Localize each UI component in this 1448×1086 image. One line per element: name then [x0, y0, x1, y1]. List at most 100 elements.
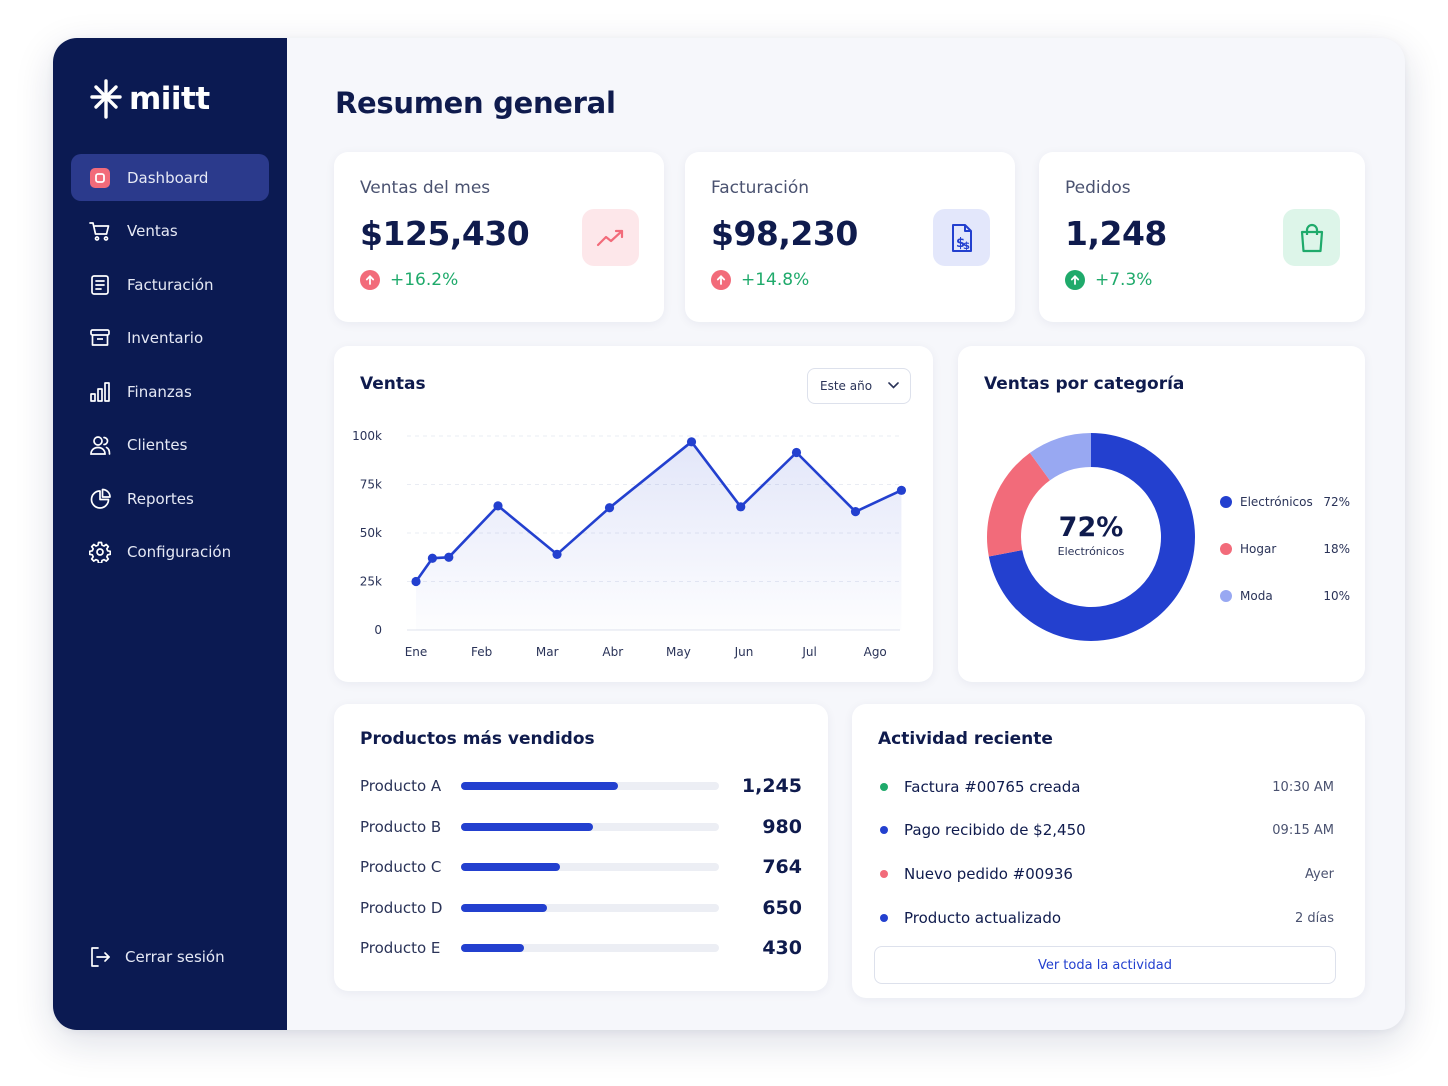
sidebar-item-label: Facturación	[127, 275, 214, 294]
activity-time: Ayer	[1304, 866, 1334, 882]
activity-title: Actividad reciente	[878, 729, 1053, 749]
product-progress-track	[461, 782, 719, 790]
kpi-value: 1,248	[1065, 214, 1167, 253]
brand-logo[interactable]: miitt	[89, 78, 210, 120]
data-point	[444, 552, 454, 562]
invoice-icon	[89, 274, 111, 296]
category-chart-card: Ventas por categoría 72% Electrónicos El…	[958, 346, 1365, 682]
sidebar-item-clientes[interactable]: Clientes	[71, 422, 269, 469]
product-row: Producto B 980	[360, 815, 802, 839]
bar-chart-icon	[89, 381, 111, 403]
product-row: Producto A 1,245	[360, 774, 802, 798]
x-tick-label: Jul	[801, 645, 816, 659]
logout-button[interactable]: Cerrar sesión	[89, 946, 225, 968]
sidebar-item-facturacion[interactable]: Facturación	[71, 261, 269, 308]
donut-center: 72% Electrónicos	[986, 512, 1196, 558]
cart-icon	[89, 220, 111, 242]
kpi-delta-value: +14.8%	[741, 270, 810, 290]
arrow-up-icon	[1065, 270, 1085, 290]
donut-slice	[988, 433, 1195, 641]
product-progress-track	[461, 863, 719, 871]
product-value: 650	[762, 897, 802, 919]
sidebar-item-label: Ventas	[127, 222, 178, 240]
product-name: Producto A	[360, 777, 442, 795]
category-chart-title: Ventas por categoría	[984, 374, 1185, 394]
sidebar-item-label: Reportes	[127, 489, 194, 508]
legend-swatch	[1220, 495, 1232, 508]
legend-value: 10%	[1323, 588, 1350, 603]
activity-item[interactable]: Nuevo pedido #00936 Ayer	[880, 862, 1334, 886]
sidebar-item-label: Configuración	[127, 543, 232, 561]
product-name: Producto E	[360, 939, 441, 957]
activity-time: 2 días	[1294, 910, 1334, 926]
donut-slice	[986, 452, 1050, 557]
sidebar: miitt Dashboard Ventas Facturación	[53, 38, 287, 1030]
product-name: Producto D	[360, 899, 443, 917]
top-products-card: Productos más vendidos Producto A 1,245 Pr…	[334, 704, 828, 991]
sidebar-item-label: Clientes	[127, 436, 188, 454]
product-value: 430	[762, 937, 802, 959]
kpi-title: Ventas del mes	[360, 178, 491, 198]
activity-text: Factura #00765 creada	[904, 778, 1081, 796]
data-point	[411, 576, 421, 587]
chart-legend: Electrónicos 72% Hogar 18% Moda 10%	[1220, 478, 1350, 619]
activity-status-dot	[880, 870, 888, 878]
sidebar-item-dashboard[interactable]: Dashboard	[71, 154, 269, 201]
legend-label: Hogar	[1240, 541, 1277, 556]
activity-item[interactable]: Producto actualizado 2 días	[880, 906, 1334, 930]
data-point	[552, 549, 562, 559]
svg-text:$: $	[963, 241, 970, 252]
legend-label: Electrónicos	[1240, 494, 1313, 509]
activity-item[interactable]: Pago recibido de $2,450 09:15 AM	[880, 818, 1334, 842]
kpi-title: Pedidos	[1065, 178, 1131, 198]
legend-item: Electrónicos 72%	[1220, 478, 1350, 525]
sidebar-item-configuracion[interactable]: Configuración	[71, 529, 269, 576]
donut-center-label: Electrónicos	[1057, 545, 1125, 558]
shopping-bag-icon	[1283, 209, 1340, 266]
sidebar-item-label: Finanzas	[127, 382, 192, 401]
donut-center-value: 72%	[1058, 512, 1124, 543]
sales-chart-card: Ventas Este año 0 25k 50k 75k 100k Ene Feb Mar A…	[334, 346, 933, 682]
logout-icon	[91, 947, 110, 967]
category-donut-chart	[986, 433, 1195, 641]
activity-card: Actividad reciente Factura #00765 creada…	[852, 704, 1365, 998]
legend-item: Moda 10%	[1220, 572, 1350, 619]
sidebar-item-inventario[interactable]: Inventario	[71, 315, 269, 362]
store-icon	[89, 327, 111, 349]
asterisk-logo-icon	[90, 79, 122, 119]
view-all-activity-button[interactable]: Ver toda la actividad	[874, 946, 1336, 984]
sidebar-item-finanzas[interactable]: Finanzas	[71, 368, 269, 415]
y-tick-label: 50k	[360, 526, 382, 540]
data-point	[850, 507, 861, 517]
brand-name: miitt	[129, 81, 210, 117]
activity-status-dot	[880, 914, 888, 922]
x-tick-label: May	[666, 645, 691, 659]
gear-icon	[89, 541, 111, 563]
activity-text: Pago recibido de $2,450	[904, 821, 1086, 839]
kpi-delta: +7.3%	[1065, 270, 1152, 290]
activity-status-dot	[880, 783, 888, 791]
kpi-delta-value: +16.2%	[390, 270, 459, 290]
logout-label: Cerrar sesión	[125, 948, 225, 966]
kpi-card-sales: Ventas del mes $125,430 +16.2%	[334, 152, 664, 322]
product-progress-fill	[461, 944, 525, 952]
period-select[interactable]: Este año	[807, 368, 911, 404]
chevron-down-icon	[888, 382, 899, 389]
sidebar-item-reportes[interactable]: Reportes	[71, 475, 269, 522]
sidebar-item-ventas[interactable]: Ventas	[71, 208, 269, 255]
kpi-value: $125,430	[360, 214, 530, 253]
y-tick-label: 25k	[360, 575, 382, 589]
activity-item[interactable]: Factura #00765 creada 10:30 AM	[880, 775, 1334, 799]
data-point	[736, 502, 746, 512]
x-tick-label: Feb	[471, 645, 492, 659]
product-value: 764	[762, 856, 802, 878]
sidebar-nav: Dashboard Ventas Facturación Inventario	[71, 154, 269, 582]
data-point	[493, 501, 503, 511]
page-title: Resumen general	[335, 86, 616, 120]
data-point	[791, 447, 802, 458]
product-name: Producto B	[360, 818, 442, 836]
data-point	[427, 553, 437, 563]
sales-chart-title: Ventas	[360, 374, 426, 394]
x-tick-label: Abr	[602, 645, 623, 659]
legend-value: 18%	[1323, 541, 1350, 556]
